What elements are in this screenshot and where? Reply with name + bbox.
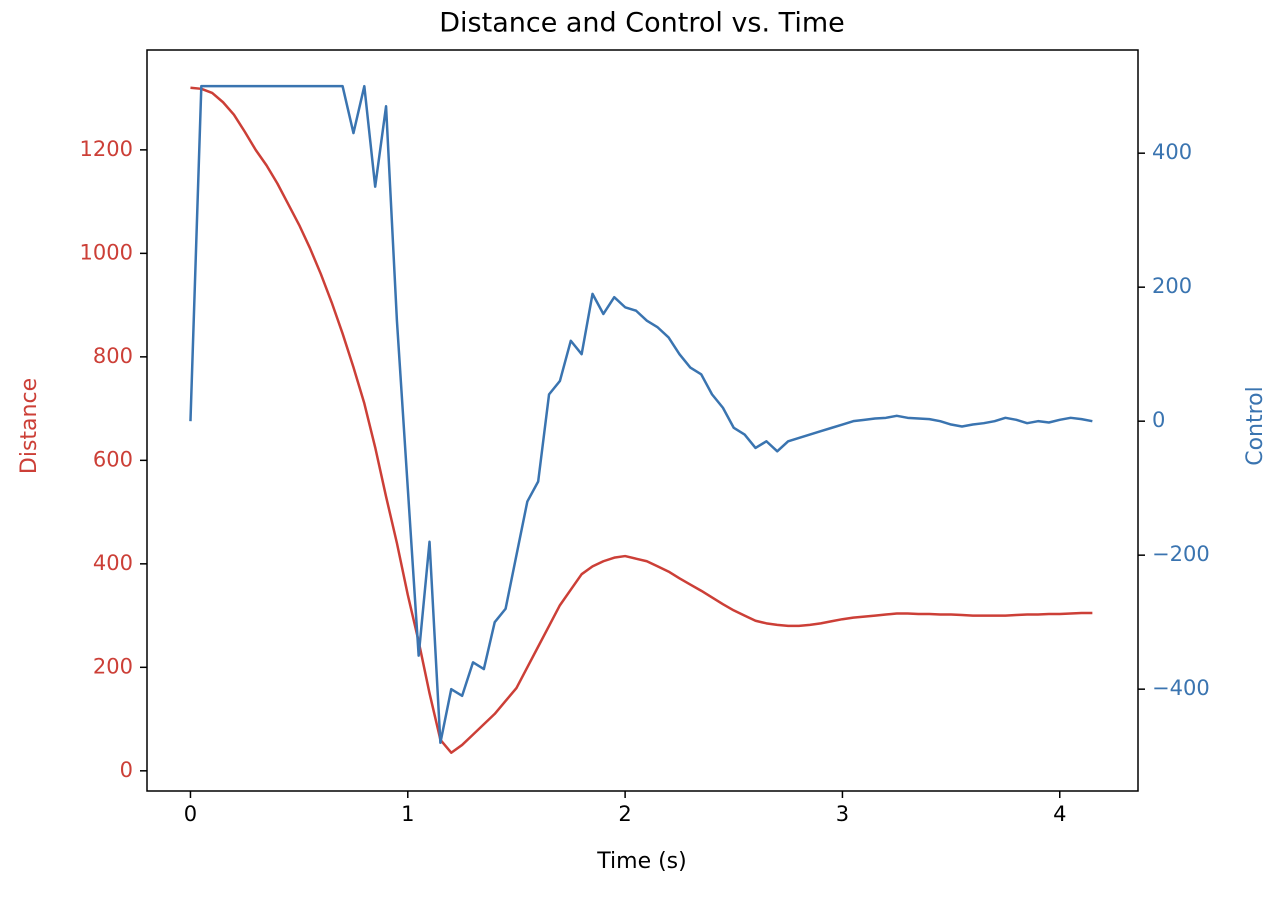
y-axis-label: Distance: [17, 378, 42, 474]
y-tick-label: 600: [93, 447, 133, 471]
x-tick-label: 1: [401, 802, 414, 826]
data-line: [190, 86, 1093, 754]
chart-title: Distance and Control vs. Time: [439, 8, 845, 39]
y2-axis-label: Control: [1243, 386, 1268, 466]
x-axis-label: Time (s): [596, 849, 686, 874]
x-tick-label: 3: [836, 802, 849, 826]
x-tick-label: 4: [1053, 802, 1066, 826]
x-tick-label: 2: [618, 802, 631, 826]
y2-tick-label: −400: [1152, 676, 1210, 700]
x-tick-label: 0: [184, 802, 197, 826]
y-tick-label: 200: [93, 654, 133, 678]
y-tick-label: 400: [93, 551, 133, 575]
y2-tick-label: 0: [1152, 408, 1165, 432]
y2-tick-label: 200: [1152, 274, 1192, 298]
y-tick-label: 800: [93, 344, 133, 368]
y-tick-label: 1200: [80, 137, 133, 161]
y-tick-label: 0: [120, 758, 133, 782]
y2-tick-label: 400: [1152, 140, 1192, 164]
y-tick-label: 1000: [80, 240, 133, 264]
y2-tick-label: −200: [1152, 542, 1210, 566]
plot-frame: [146, 49, 1139, 792]
data-line: [189, 84, 1093, 745]
